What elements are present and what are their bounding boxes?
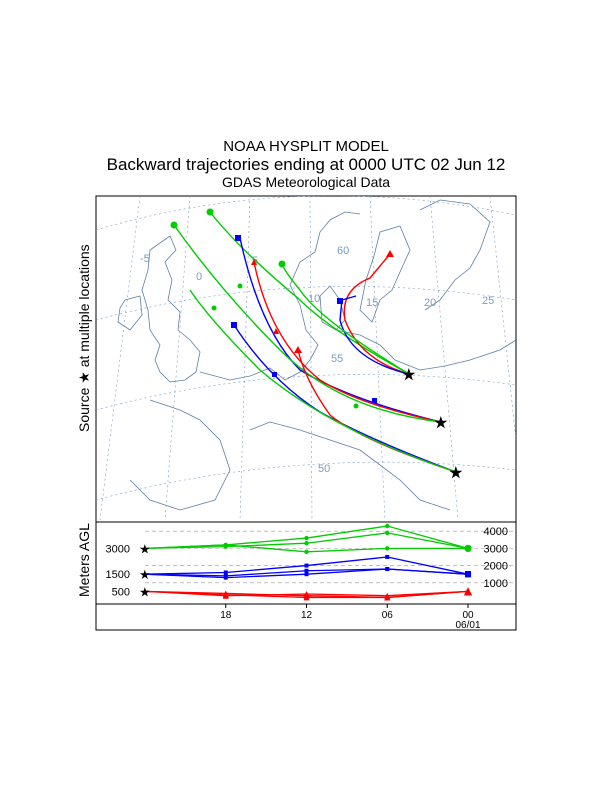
lon-label-0: 0	[196, 271, 202, 283]
graticule	[96, 196, 516, 521]
coastlines	[117, 199, 516, 511]
start-star-icon: ★	[139, 567, 151, 582]
x-date-label: 06/01	[455, 620, 480, 631]
map-markers	[170, 208, 394, 409]
map-trajectory-red-1	[343, 253, 410, 375]
map-marker	[294, 346, 302, 353]
y-tick-label-left: 1500	[106, 569, 130, 581]
x-tick-label: 12	[301, 610, 313, 621]
height-marker	[223, 570, 228, 575]
source-star-icon: ★	[403, 367, 415, 382]
lon-label-15: 15	[366, 297, 378, 309]
lon-label-20: 20	[424, 297, 436, 309]
map-trajectory-blue-1	[339, 295, 410, 375]
lat-label-60: 60	[337, 245, 349, 257]
height-marker	[304, 535, 309, 541]
height-marker	[385, 523, 390, 529]
map-marker	[372, 398, 377, 403]
height-marker	[385, 530, 390, 536]
y-tick-label-right: 1000	[484, 578, 508, 590]
height-marker	[304, 541, 309, 546]
map-marker	[237, 283, 243, 289]
map-content	[96, 196, 516, 521]
map-marker	[386, 250, 394, 257]
map-marker	[170, 221, 178, 229]
source-stars: ★ ★ ★	[403, 367, 463, 481]
lon-label-10: 10	[308, 293, 320, 305]
height-marker	[385, 567, 390, 572]
map-marker	[211, 305, 217, 311]
map-trajectory-green-4	[189, 289, 457, 473]
height-marker	[464, 587, 472, 596]
height-marker	[464, 544, 472, 552]
map-panel: 60 55 50 -5 0 5 10 15 20 25	[95, 195, 517, 523]
map-marker	[278, 260, 286, 268]
height-marker	[304, 568, 309, 573]
height-marker	[303, 592, 310, 599]
map-trajectory-green-2	[281, 263, 410, 375]
y-tick-label-right: 3000	[484, 543, 508, 555]
height-marker	[223, 575, 228, 580]
y-ticks: 3000 1500 500 4000 3000 2000 1000	[106, 526, 508, 598]
model-title: NOAA HYSPLIT MODEL	[223, 138, 389, 155]
height-marker	[304, 549, 309, 555]
map-trajectory-red-2	[253, 261, 442, 423]
map-trajectory-blue-2	[239, 237, 442, 423]
source-star-icon: ★	[435, 415, 447, 430]
data-source: GDAS Meteorological Data	[221, 174, 391, 190]
lon-label-m5: -5	[140, 253, 150, 265]
y-tick-label-right: 4000	[484, 526, 508, 538]
map-marker	[206, 208, 214, 216]
lat-label-50: 50	[318, 463, 330, 475]
x-tick-label: 18	[220, 610, 232, 621]
y-tick-label-left: 500	[112, 586, 130, 598]
height-marker	[223, 542, 228, 548]
map-marker	[251, 259, 257, 265]
height-marker	[465, 571, 471, 578]
map-trajectories	[173, 211, 457, 473]
map-marker	[353, 403, 359, 409]
map-marker	[231, 322, 237, 328]
height-markers: ★ ★ ★	[139, 523, 472, 601]
lat-label-55: 55	[331, 353, 343, 365]
map-trajectory-green-3	[173, 224, 442, 423]
y-tick-label-right: 2000	[484, 561, 508, 573]
map-marker	[272, 372, 277, 377]
start-star-icon: ★	[139, 541, 151, 556]
height-marker	[304, 572, 309, 577]
map-marker	[337, 298, 343, 304]
source-star-icon: ★	[450, 465, 462, 480]
height-marker	[385, 546, 390, 551]
x-tick-label: 00	[462, 610, 474, 621]
height-marker	[304, 563, 309, 568]
height-marker	[384, 594, 391, 601]
lon-label-25: 25	[482, 295, 494, 307]
chart-subtitle: Backward trajectories ending at 0000 UTC…	[106, 155, 506, 174]
map-trajectory-green-1	[209, 211, 410, 375]
height-marker	[222, 590, 229, 597]
y-tick-label-left: 3000	[106, 543, 130, 555]
map-marker	[273, 328, 279, 334]
start-star-icon: ★	[139, 584, 151, 599]
map-marker	[235, 235, 241, 241]
height-marker	[385, 554, 390, 559]
x-tick-label: 06	[382, 610, 394, 621]
